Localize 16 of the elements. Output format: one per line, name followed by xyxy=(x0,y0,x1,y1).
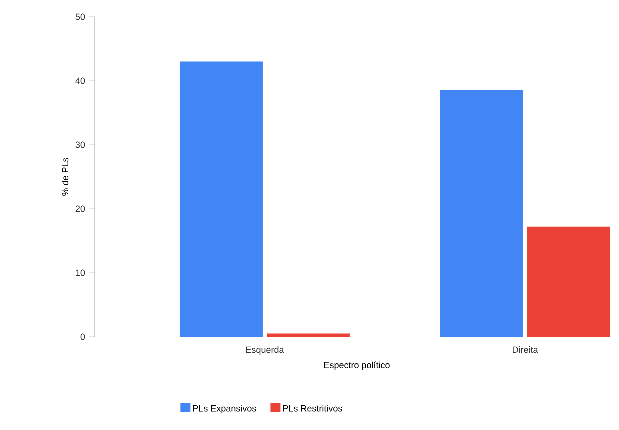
x-tick-label: Direita xyxy=(513,346,538,354)
y-tick-label: 20 xyxy=(76,206,86,212)
bar xyxy=(527,226,610,337)
bar xyxy=(440,90,524,337)
y-tick-label: 0 xyxy=(80,334,86,340)
legend-label: PLs Restritivos xyxy=(283,405,342,412)
y-axis-title: % de PLs xyxy=(62,158,69,196)
y-tick-label: 50 xyxy=(76,14,86,20)
bar xyxy=(266,334,350,337)
x-axis-title: Espectro político xyxy=(324,362,390,370)
legend-label: PLs Expansivos xyxy=(193,405,256,414)
bar xyxy=(180,62,263,337)
y-tick-label: 30 xyxy=(76,142,86,148)
y-tick-label: 10 xyxy=(76,270,86,276)
y-tick-label: 40 xyxy=(76,78,86,84)
x-tick-label: Esquerda xyxy=(246,346,284,355)
